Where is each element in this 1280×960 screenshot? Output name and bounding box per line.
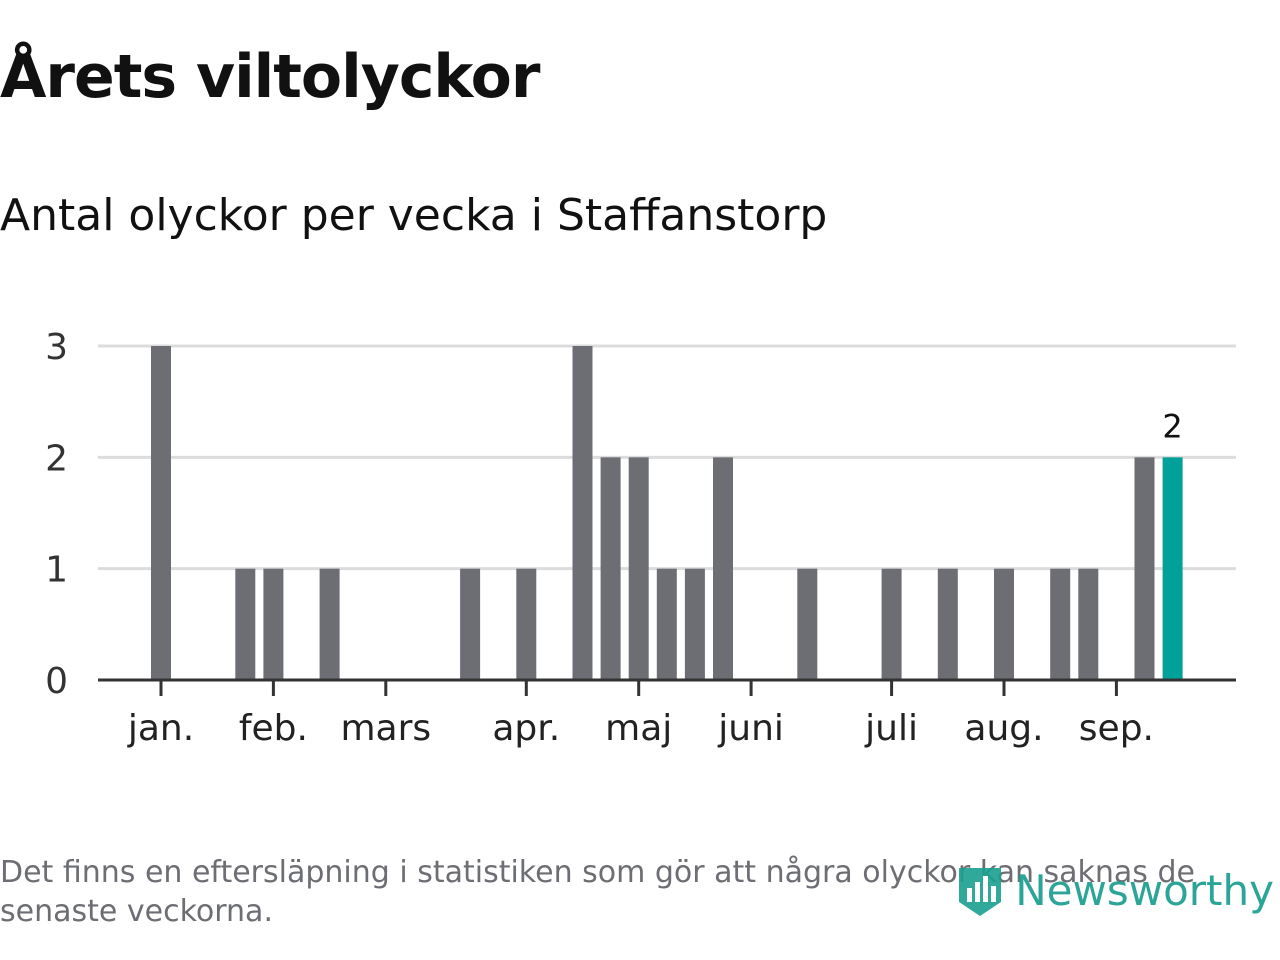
bar [600,457,621,680]
bar [797,568,818,680]
data-labels: 2 [1162,407,1182,445]
x-tick-label: aug. [964,708,1043,749]
bar [684,568,705,680]
data-label: 2 [1162,407,1182,445]
bar [1134,457,1155,680]
x-tick-label: juni [717,708,784,749]
brand-name: Newsworthy [1015,865,1274,915]
bar [937,568,958,680]
bar [319,568,340,680]
x-tick-label: sep. [1079,708,1154,749]
bar [656,568,677,680]
bar [994,568,1014,680]
x-tick-label: jan. [127,708,194,749]
bar [1050,568,1071,680]
x-tick-label: maj [605,708,672,749]
bar-chart: 0 1 2 3 jan. feb. mars apr. maj juni juli aug. sep.… [45,327,1236,749]
bar [235,568,256,680]
x-axis-ticks: jan. feb. mars apr. maj juni juli aug. sep. [127,680,1154,749]
x-tick-label: mars [340,708,431,749]
bar [628,457,649,680]
y-tick-label: 1 [45,550,68,591]
bar [516,568,537,680]
y-tick-label: 0 [45,661,68,702]
x-tick-label: feb. [239,708,308,749]
bar [263,568,284,680]
bar [151,346,171,680]
chart-title: Årets viltolyckor [0,42,540,112]
y-tick-label: 3 [45,327,68,368]
bar-highlight [1162,457,1183,680]
bars [151,346,1183,680]
bar [460,568,481,680]
x-tick-label: juli [864,708,918,749]
chart-subtitle: Antal olyckor per vecka i Staffanstorp [0,190,828,241]
y-tick-label: 2 [45,438,68,479]
bar [572,346,593,680]
x-tick-label: apr. [492,708,560,749]
bar [713,457,733,680]
bar [1078,568,1099,680]
bar [881,568,902,680]
y-axis-ticks: 0 1 2 3 [45,327,68,702]
brand-logo: Newsworthy [955,862,1274,918]
newsworthy-logo-icon [959,868,1002,916]
gridlines [98,344,1236,571]
